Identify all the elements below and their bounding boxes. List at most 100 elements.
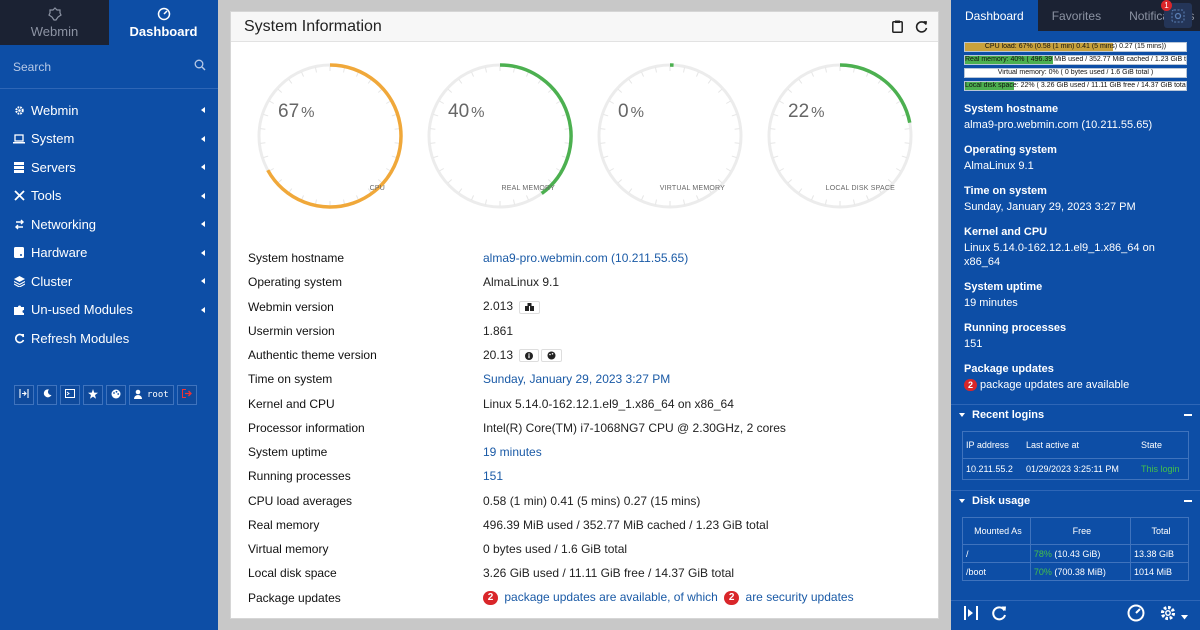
gauge-tick [770, 142, 776, 144]
theme-config-button[interactable] [106, 385, 126, 405]
sidebar-item-networking[interactable]: Networking [0, 210, 218, 239]
gauge-value: 67% [278, 101, 315, 122]
gauge-chart [257, 63, 403, 209]
info-value: 1.861 [483, 323, 514, 338]
tab-dashboard-right[interactable]: Dashboard [951, 0, 1038, 31]
refresh-icon [13, 332, 25, 344]
gauge-tick [301, 71, 305, 77]
info-value: Sunday, January 29, 2023 3:27 PM [964, 201, 1136, 213]
chevron-down-icon[interactable] [1181, 607, 1188, 625]
info-key: System hostname [248, 251, 345, 266]
gauge-tick [471, 71, 475, 77]
settings-shortcut-button[interactable]: 1 [1161, 0, 1192, 28]
tab-dashboard[interactable]: Dashboard [109, 0, 218, 45]
sidebar-item-unused-modules[interactable]: Un-used Modules [0, 296, 218, 325]
gauge-tick [537, 79, 542, 84]
left-sidebar: Webmin Dashboard Webmin System Servers [0, 0, 218, 630]
hostname-link[interactable]: alma9-pro.webmin.com (10.211.55.65) [483, 251, 689, 266]
package-updates-link[interactable]: package updates are available [980, 379, 1130, 391]
table-header-row: Mounted As Free Total [962, 517, 1189, 545]
security-updates-link[interactable]: are security updates [745, 590, 854, 605]
gauge-tick [377, 179, 383, 184]
gauge-tick [695, 71, 699, 77]
gauge-tick [717, 179, 723, 184]
package-updates-link[interactable]: package updates are available, of which [504, 590, 718, 605]
table-row: System hostname alma9-pro.webmin.com (10… [248, 246, 854, 270]
sidebar-search [0, 45, 218, 89]
refresh-icon[interactable] [915, 20, 928, 33]
bar-fill [965, 43, 1114, 51]
hard-drive-icon [13, 247, 25, 259]
gauge-arc [266, 63, 403, 209]
collapse-icon[interactable] [1184, 414, 1192, 416]
recent-logins-header[interactable]: Recent logins [951, 405, 1200, 425]
system-information-panel: System Information 67% CPU 40% REAL MEMO… [230, 11, 939, 619]
webmin-update-button[interactable] [519, 300, 541, 314]
dashboard-icon[interactable] [1127, 604, 1145, 627]
gauge-tick [628, 79, 633, 84]
gauge-tick [695, 195, 699, 201]
gauge-tick [433, 155, 439, 159]
favorites-button[interactable] [83, 385, 103, 405]
gauge-tick [717, 88, 723, 93]
uptime-link[interactable]: 19 minutes [483, 445, 542, 460]
gauge-tick [367, 188, 372, 193]
search-icon[interactable] [194, 58, 206, 76]
gauge-tick [430, 142, 436, 144]
sidebar-item-label: System [31, 131, 75, 147]
terminal-button[interactable] [60, 385, 80, 405]
tab-favorites[interactable]: Favorites [1051, 8, 1102, 23]
collapse-panel-icon[interactable] [963, 605, 979, 626]
gauge-tick [433, 113, 439, 117]
gear-icon[interactable] [1159, 604, 1177, 627]
disk-usage-header[interactable]: Disk usage [951, 491, 1200, 511]
gauge-tick [865, 195, 869, 201]
table-row: Running processes 151 [248, 464, 854, 488]
gauge-tick [484, 67, 487, 73]
gauges-row: 67% CPU 40% REAL MEMORY 0% VIRTUAL MEMOR… [231, 42, 938, 232]
gauge-tick [734, 142, 740, 144]
refresh-icon[interactable] [991, 605, 1007, 626]
logout-button[interactable] [176, 385, 197, 405]
theme-settings-button[interactable] [541, 349, 563, 363]
dashboard-icon [157, 6, 171, 21]
night-mode-button[interactable] [37, 385, 57, 405]
gauge-tick [314, 199, 317, 205]
gauge-tick [269, 168, 274, 172]
sidebar-item-tools[interactable]: Tools [0, 182, 218, 211]
system-time-link[interactable]: Sunday, January 29, 2023 3:27 PM [483, 372, 671, 387]
user-name: root [147, 390, 169, 400]
sidebar-item-refresh-modules[interactable]: Refresh Modules [0, 324, 218, 353]
sidebar-item-hardware[interactable]: Hardware [0, 239, 218, 268]
sidebar-item-webmin[interactable]: Webmin [0, 96, 218, 125]
sidebar-item-label: Refresh Modules [31, 330, 130, 346]
info-key: CPU load averages [248, 493, 353, 508]
gauge-tick [734, 128, 740, 130]
theme-info-button[interactable] [519, 349, 540, 363]
user-button[interactable]: root [129, 385, 174, 405]
recent-logins-section: Recent logins IP address Last active at … [951, 404, 1200, 480]
column-header: Mounted As [962, 517, 1031, 545]
info-key: Virtual memory [248, 542, 329, 557]
star-icon [88, 388, 98, 402]
tab-webmin[interactable]: Webmin [0, 0, 109, 45]
gauge-value: 40% [448, 101, 485, 122]
real-memory-bar: Real memory: 40% ( 496.39 MiB used / 352… [964, 55, 1187, 65]
info-key: Kernel and CPU [964, 226, 1048, 238]
sidebar-item-system[interactable]: System [0, 125, 218, 154]
clipboard-icon[interactable] [892, 20, 903, 33]
gauge-label: REAL MEMORY [501, 185, 555, 192]
processes-link[interactable]: 151 [483, 469, 504, 484]
collapse-icon[interactable] [1184, 500, 1192, 502]
collapse-sidebar-button[interactable] [14, 385, 34, 405]
sidebar-item-cluster[interactable]: Cluster [0, 267, 218, 296]
info-circle-icon [525, 351, 534, 360]
sidebar-item-label: Tools [31, 188, 62, 204]
gauge-tick [811, 195, 815, 201]
gauge-tick [609, 100, 614, 104]
sidebar-item-servers[interactable]: Servers [0, 153, 218, 182]
search-input[interactable] [13, 59, 194, 74]
sidebar-menu: Webmin System Servers Tools Networking H… [0, 89, 218, 353]
caret-left-icon [201, 249, 205, 256]
gauge-tick [525, 71, 529, 77]
